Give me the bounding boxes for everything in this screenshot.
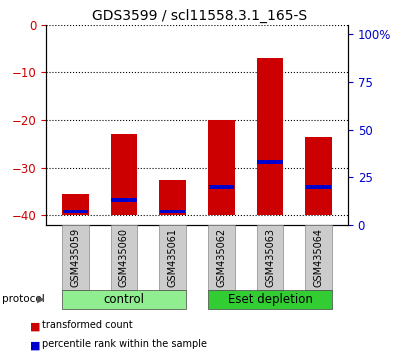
Text: control: control [104, 293, 144, 306]
Bar [257, 160, 283, 164]
Bar [111, 198, 137, 202]
Bar [62, 194, 89, 215]
Text: GSM435064: GSM435064 [314, 228, 324, 287]
Text: protocol: protocol [2, 295, 45, 304]
Text: percentile rank within the sample: percentile rank within the sample [42, 339, 207, 349]
Bar [257, 58, 284, 215]
Text: transformed count: transformed count [42, 320, 133, 330]
Bar [209, 185, 234, 189]
Bar [306, 185, 332, 189]
Text: GSM435059: GSM435059 [70, 228, 80, 287]
Text: GSM435060: GSM435060 [119, 228, 129, 287]
Text: Eset depletion: Eset depletion [228, 293, 312, 306]
Text: GSM435063: GSM435063 [265, 228, 275, 287]
Bar [208, 120, 235, 215]
Bar [110, 134, 137, 215]
Text: ■: ■ [30, 341, 40, 350]
Text: GDS3599 / scl11558.3.1_165-S: GDS3599 / scl11558.3.1_165-S [92, 9, 308, 23]
Bar [160, 210, 185, 213]
Text: ■: ■ [30, 322, 40, 332]
Text: GSM435062: GSM435062 [216, 228, 226, 287]
Bar [62, 210, 88, 213]
Bar [305, 137, 332, 215]
Bar [159, 179, 186, 215]
Text: GSM435061: GSM435061 [168, 228, 178, 287]
